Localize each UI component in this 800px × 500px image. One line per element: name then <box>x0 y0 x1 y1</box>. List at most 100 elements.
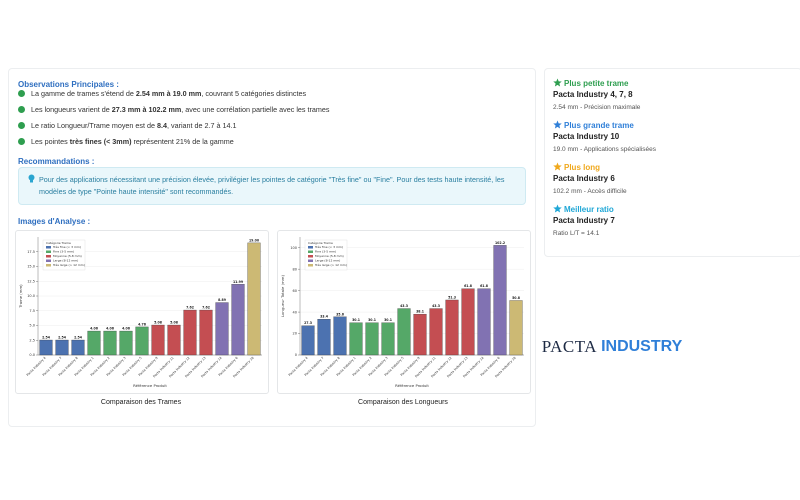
text-part: très fines (< 3mm) <box>69 136 132 146</box>
y-axis-label: Trame (mm) <box>18 284 23 309</box>
highlight-detail: 102.2 mm - Accès difficile <box>553 188 627 195</box>
logo-word2: INDUSTRY <box>601 338 683 355</box>
check-icon <box>18 121 25 129</box>
value-label: 38.1 <box>416 310 424 314</box>
y-tick-label: 7.5 <box>29 309 35 313</box>
legend-swatch <box>46 264 51 267</box>
y-tick-label: 80 <box>293 267 297 271</box>
value-label: 35.6 <box>336 312 345 316</box>
bar <box>119 330 133 356</box>
bar <box>365 322 379 356</box>
text-part: , couvrant 5 catégories distinctes <box>201 88 307 98</box>
bar <box>71 339 85 356</box>
highlight: Plus long Pacta Industry 6 102.2 mm - Accè… <box>553 162 793 195</box>
value-label: 30.1 <box>368 318 376 322</box>
legend-swatch <box>46 250 51 253</box>
value-label: 50.8 <box>512 296 521 300</box>
star-icon <box>553 162 562 171</box>
value-label: 61.8 <box>480 284 489 288</box>
bar <box>215 302 229 356</box>
legend-label: Fine (3-5 mm) <box>315 250 336 254</box>
chart-caption: Comparaison des Trames <box>100 399 182 406</box>
observation-text: La gamme de trames s'étend de 2.54 mm à … <box>31 89 306 98</box>
legend-swatch <box>308 264 313 267</box>
observation-text: Les pointes très fines (< 3mm) représent… <box>31 137 234 146</box>
y-tick-label: 15.0 <box>27 265 35 269</box>
star <box>553 120 562 129</box>
check-icon <box>18 105 25 113</box>
bar <box>231 284 245 356</box>
legend-swatch <box>308 246 313 249</box>
logo-word1: PACTA <box>541 337 598 356</box>
value-label: 33.4 <box>320 315 329 319</box>
star <box>553 204 562 213</box>
highlight-name: Pacta Industry 4, 7, 8 <box>553 90 633 99</box>
star <box>553 78 562 87</box>
text-part: La gamme de trames s'étend de <box>31 88 136 98</box>
bar <box>477 288 491 356</box>
y-tick-label: 60 <box>293 289 297 293</box>
text-part: 8.4 <box>156 120 167 130</box>
highlight-detail: Ratio L/T = 14.1 <box>553 230 600 237</box>
legend-swatch <box>308 255 313 258</box>
observation-text: Les longueurs varient de 27.3 mm à 102.2… <box>31 105 329 114</box>
observation: Les longueurs varient de 27.3 mm à 102.2… <box>18 101 528 117</box>
legend-label: Large (8-12 mm) <box>53 259 78 263</box>
legend-swatch <box>46 255 51 258</box>
recommendation-text: Pour des applications nécessitant une pr… <box>39 175 505 196</box>
value-label: 2.54 <box>58 336 67 340</box>
highlight-name: Pacta Industry 10 <box>553 132 620 141</box>
value-label: 11.99 <box>233 280 244 284</box>
value-label: 102.2 <box>495 241 505 245</box>
observation: Le ratio Longueur/Trame moyen est de 8.4… <box>18 117 528 133</box>
legend-title: Catégorie Trame <box>308 241 333 245</box>
value-label: 30.1 <box>352 318 360 322</box>
observations-title: Observations Principales : <box>18 80 119 89</box>
text-part: Le ratio Longueur/Trame moyen est de <box>31 120 157 130</box>
highlight: Plus grande trame Pacta Industry 10 19.0 m… <box>553 120 793 153</box>
check-icon <box>18 137 25 145</box>
recommendation-box: Pour des applications nécessitant une pr… <box>18 167 526 205</box>
logo: PACTA INDUSTRY <box>542 323 682 371</box>
y-tick-label: 0 <box>295 353 297 357</box>
chart: 0 20 40 60 80 100 Longueur Totale (mm) Référenc… <box>280 237 524 388</box>
bar <box>381 322 395 356</box>
bar <box>55 339 69 356</box>
text-part: 2.54 mm à 19.0 mm <box>135 88 202 98</box>
x-axis-label: Référence Produit <box>395 383 429 388</box>
bar <box>247 242 261 356</box>
y-tick-label: 5.0 <box>29 324 35 328</box>
chart: 0.0 2.5 5.0 7.5 10.0 12.5 15.0 17.5 Trame (mm) Ré… <box>18 237 262 388</box>
observation: La gamme de trames s'étend de 2.54 mm à … <box>18 85 528 101</box>
y-tick-label: 40 <box>293 310 297 314</box>
highlight-name: Pacta Industry 7 <box>553 216 615 225</box>
highlight-title: Meilleur ratio <box>553 204 793 214</box>
legend-label: Très large (> 12 mm) <box>52 263 85 267</box>
legend-swatch <box>46 259 51 262</box>
value-label: 51.3 <box>448 295 456 299</box>
value-label: 4.06 <box>106 327 115 331</box>
y-tick-label: 20 <box>293 332 297 336</box>
legend-label: Très fine (< 3 mm) <box>52 245 81 249</box>
highlight-title: Plus grande trame <box>553 120 793 130</box>
bar <box>493 245 507 356</box>
legend-label: Très fine (< 3 mm) <box>314 245 343 249</box>
y-tick-label: 17.5 <box>27 250 35 254</box>
text-part: représentent 21% de la gamme <box>131 136 234 146</box>
value-label: 61.8 <box>464 284 473 288</box>
text-part: , avec une corrélation partielle avec le… <box>181 104 330 114</box>
y-tick-label: 100 <box>290 246 297 250</box>
highlight: Plus petite trame Pacta Industry 4, 7, 8 2… <box>553 78 793 111</box>
text-part: Les pointes <box>31 136 70 146</box>
highlight: Meilleur ratio Pacta Industry 7 Ratio L/T … <box>553 204 793 237</box>
observation: Les pointes très fines (< 3mm) représent… <box>18 133 528 149</box>
value-label: 5.08 <box>170 321 179 325</box>
value-label: 30.1 <box>384 318 392 322</box>
value-label: 8.89 <box>218 298 227 302</box>
value-label: 4.06 <box>90 327 99 331</box>
value-label: 4.06 <box>122 327 131 331</box>
bar <box>199 309 213 356</box>
legend-swatch <box>308 259 313 262</box>
legend-swatch <box>308 250 313 253</box>
